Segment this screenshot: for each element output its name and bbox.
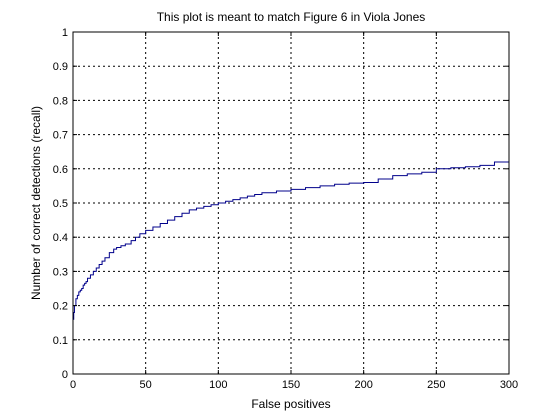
y-tick-label: 0.4	[53, 232, 68, 244]
y-tick-label: 1	[62, 27, 68, 39]
x-tick-label: 50	[140, 379, 152, 391]
x-tick-label: 0	[70, 379, 76, 391]
x-tick-label: 100	[209, 379, 227, 391]
y-tick-label: 0.1	[53, 335, 68, 347]
x-tick-label: 250	[427, 379, 445, 391]
x-axis-label: False positives	[251, 397, 330, 411]
y-tick-label: 0.5	[53, 198, 68, 210]
y-axis-label: Number of correct detections (recall)	[29, 106, 43, 300]
y-tick-label: 0	[62, 369, 68, 381]
x-tick-label: 200	[354, 379, 372, 391]
x-tick-label: 150	[282, 379, 300, 391]
chart-title: This plot is meant to match Figure 6 in …	[157, 10, 426, 24]
x-tick-label: 300	[500, 379, 518, 391]
y-tick-label: 0.9	[53, 61, 68, 73]
y-tick-label: 0.3	[53, 266, 68, 278]
y-tick-label: 0.8	[53, 95, 68, 107]
y-tick-label: 0.2	[53, 301, 68, 313]
y-tick-label: 0.7	[53, 130, 68, 142]
y-tick-label: 0.6	[53, 164, 68, 176]
